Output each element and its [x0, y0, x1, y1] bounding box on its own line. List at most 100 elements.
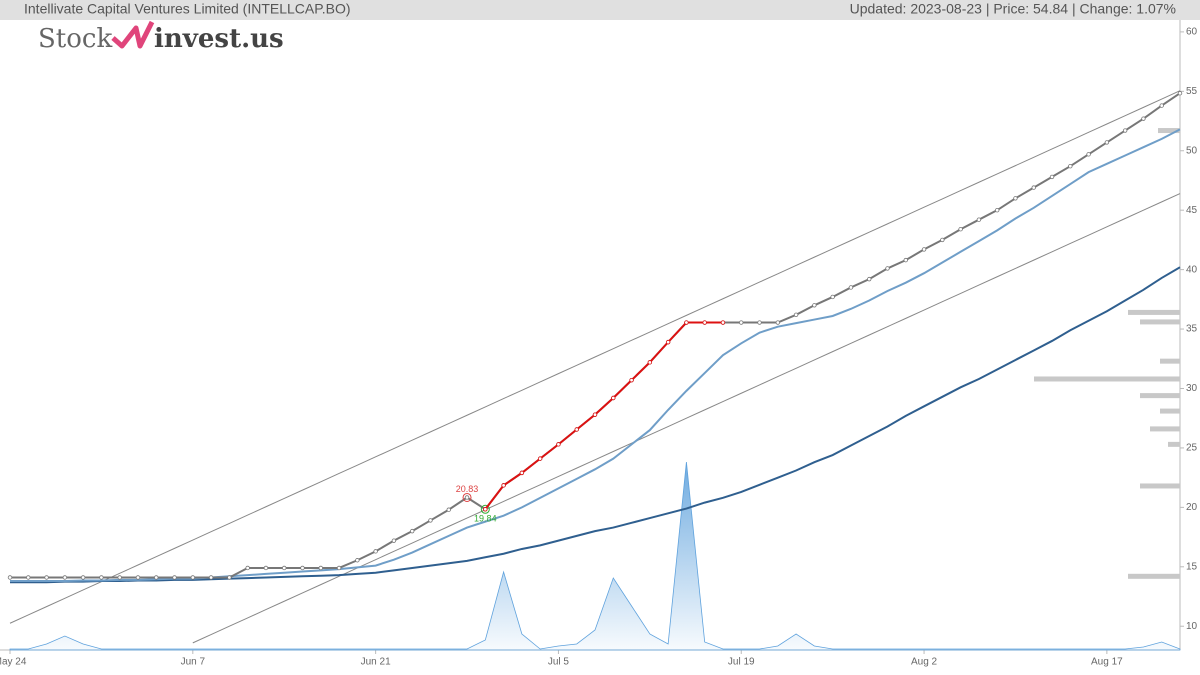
point-marker — [867, 276, 872, 282]
volume-profile-bar — [1128, 309, 1180, 315]
x-tick-label: Aug 2 — [911, 657, 938, 668]
point-marker — [665, 339, 671, 345]
logo: Stock invest.us — [38, 20, 284, 54]
series-line — [10, 266, 1181, 584]
point-marker — [812, 303, 817, 308]
point-marker — [684, 320, 689, 325]
point-marker — [208, 575, 214, 580]
point-marker — [739, 320, 744, 325]
point-marker — [921, 247, 927, 252]
point-marker — [318, 565, 323, 571]
point-marker — [1159, 103, 1164, 108]
series-line — [10, 128, 1181, 583]
x-tick-label: Jun 21 — [361, 657, 391, 668]
volume-profile-bar — [1140, 319, 1180, 325]
point-marker — [428, 518, 433, 523]
point-marker — [592, 412, 598, 417]
point-marker — [976, 217, 982, 222]
point-marker — [720, 320, 726, 325]
volume-profile-bar — [1160, 358, 1180, 364]
x-tick-label: Jun 7 — [181, 657, 206, 668]
point-marker — [793, 312, 799, 317]
volume-profile-bar — [1140, 393, 1180, 399]
point-marker — [519, 470, 525, 476]
series-line — [9, 90, 1181, 624]
volume-profile-bar — [1140, 483, 1180, 489]
value-label: 19.84 — [474, 514, 497, 524]
volume-profile-bar — [1160, 408, 1180, 414]
point-marker — [373, 549, 378, 554]
point-marker — [1141, 116, 1146, 121]
y-tick-label: 50 — [1186, 145, 1198, 156]
volume-area — [9, 461, 1181, 651]
point-marker — [1177, 91, 1183, 96]
point-marker — [647, 360, 653, 365]
point-marker — [501, 483, 506, 488]
volume-profile-bar — [1128, 573, 1180, 579]
x-tick-label: Aug 17 — [1091, 657, 1123, 668]
logo-mark — [111, 20, 155, 49]
x-tick-label: Jul 19 — [728, 657, 755, 668]
point-marker — [99, 575, 104, 580]
x-tick-label: May 24 — [0, 657, 27, 668]
point-marker — [574, 427, 579, 432]
point-marker — [300, 565, 305, 571]
header-bar — [0, 0, 1200, 20]
y-tick-label: 45 — [1186, 205, 1198, 216]
point-marker — [190, 575, 196, 580]
point-marker — [263, 565, 269, 571]
point-marker — [62, 575, 68, 580]
chart-subtitle: Updated: 2023-08-23 | Price: 54.84 | Cha… — [850, 1, 1176, 17]
point-marker — [355, 558, 360, 563]
point-marker — [1086, 152, 1091, 157]
value-label: 20.83 — [456, 484, 479, 494]
point-marker — [994, 207, 1000, 213]
point-marker — [44, 575, 49, 580]
point-marker — [830, 294, 835, 300]
point-marker — [446, 507, 451, 512]
volume-profile-bar — [1168, 441, 1180, 447]
point-marker — [464, 495, 470, 500]
point-marker — [409, 528, 415, 534]
point-marker — [556, 442, 561, 447]
point-marker — [1031, 185, 1036, 190]
y-tick-label: 15 — [1186, 561, 1198, 572]
x-tick-label: Jul 5 — [548, 657, 570, 668]
extreme-marker — [462, 492, 472, 502]
y-tick-label: 35 — [1186, 324, 1198, 335]
point-marker — [227, 575, 232, 580]
extreme-marker — [480, 504, 490, 514]
point-marker — [80, 575, 86, 580]
point-marker — [1104, 140, 1110, 145]
point-marker — [885, 266, 890, 271]
y-tick-label: 40 — [1186, 264, 1198, 275]
point-marker — [245, 565, 250, 571]
logo-left: Stock — [38, 24, 112, 54]
y-tick-label: 10 — [1186, 621, 1198, 632]
point-marker — [172, 575, 177, 580]
point-marker — [537, 456, 543, 461]
point-marker — [1013, 196, 1018, 201]
y-tick-label: 60 — [1186, 27, 1198, 38]
logo-right: invest.us — [154, 24, 284, 54]
point-marker — [1068, 164, 1073, 169]
y-tick-label: 25 — [1186, 443, 1198, 454]
point-marker — [629, 377, 634, 383]
point-marker — [702, 320, 707, 325]
y-tick-label: 20 — [1186, 502, 1198, 513]
point-marker — [958, 227, 963, 232]
volume-profile-bar — [1150, 426, 1180, 432]
point-marker — [757, 320, 762, 325]
volume-profile-bar — [1034, 376, 1180, 382]
volume-profile-bar — [1158, 128, 1180, 134]
chart-title: Intellivate Capital Ventures Limited (IN… — [24, 1, 351, 17]
point-marker — [135, 575, 141, 580]
y-tick-label: 55 — [1186, 86, 1198, 97]
point-marker — [940, 237, 945, 243]
point-marker — [336, 565, 342, 571]
point-marker — [154, 575, 159, 580]
y-tick-label: 30 — [1186, 383, 1198, 394]
point-marker — [775, 320, 781, 325]
point-marker — [611, 395, 616, 401]
